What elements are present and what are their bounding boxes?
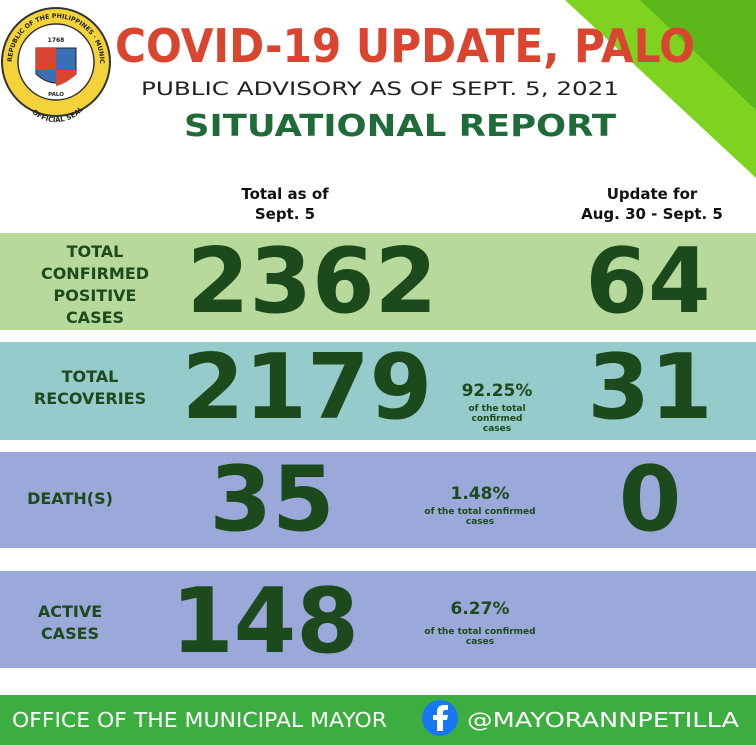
corner-accent: [640, 0, 756, 110]
row-label: CASES: [41, 624, 99, 643]
percent: 1.48%: [451, 484, 510, 504]
percent-note: cases: [483, 424, 511, 434]
subtitle: PUBLIC ADVISORY AS OF SEPT. 5, 2021: [141, 78, 619, 100]
row-label: RECOVERIES: [34, 389, 146, 408]
row-label: TOTAL: [67, 242, 124, 261]
row-label: CASES: [66, 308, 124, 327]
seal-year: 1768: [48, 37, 65, 44]
row-label: ACTIVE: [38, 602, 102, 621]
column-header: Aug. 30 - Sept. 5: [581, 205, 723, 223]
title: COVID-19 UPDATE, PALO: [115, 19, 695, 73]
row-band: [0, 342, 756, 440]
row-label: DEATH(S): [27, 489, 113, 508]
total-value: 35: [209, 447, 334, 552]
update-value: 0: [619, 447, 682, 552]
row-label: CONFIRMED: [41, 264, 149, 283]
column-header: Total as of: [241, 185, 329, 203]
total-value: 148: [171, 569, 359, 674]
update-value: 64: [585, 229, 710, 334]
percent: 6.27%: [451, 599, 510, 619]
row-label: POSITIVE: [54, 286, 137, 305]
row-band: [0, 452, 756, 548]
percent-note: confirmed: [472, 414, 523, 424]
column-header: Update for: [607, 185, 698, 203]
facebook-glyph: [433, 705, 448, 731]
seal-town: PALO: [48, 92, 64, 98]
footer-handle: @MAYORANNPETILLA: [467, 708, 739, 732]
row-label: TOTAL: [62, 367, 119, 386]
footer-band: [0, 695, 756, 745]
percent-note: of the total confirmed: [424, 507, 535, 517]
row-band: [0, 571, 756, 668]
percent-note: of the total: [468, 404, 525, 414]
footer-office: OFFICE OF THE MUNICIPAL MAYOR: [12, 708, 387, 732]
percent-note: cases: [466, 517, 494, 527]
update-value: 31: [587, 335, 712, 440]
column-header: Sept. 5: [255, 205, 315, 223]
seal-shield-part: [36, 48, 56, 70]
percent-note: of the total confirmed: [424, 627, 535, 637]
report-title: SITUATIONAL REPORT: [184, 109, 617, 144]
percent-note: cases: [466, 637, 494, 647]
total-value: 2362: [187, 229, 438, 334]
percent: 92.25%: [462, 381, 533, 401]
row-band: [0, 233, 756, 330]
total-value: 2179: [182, 335, 433, 440]
seal-shield-part: [56, 70, 76, 86]
